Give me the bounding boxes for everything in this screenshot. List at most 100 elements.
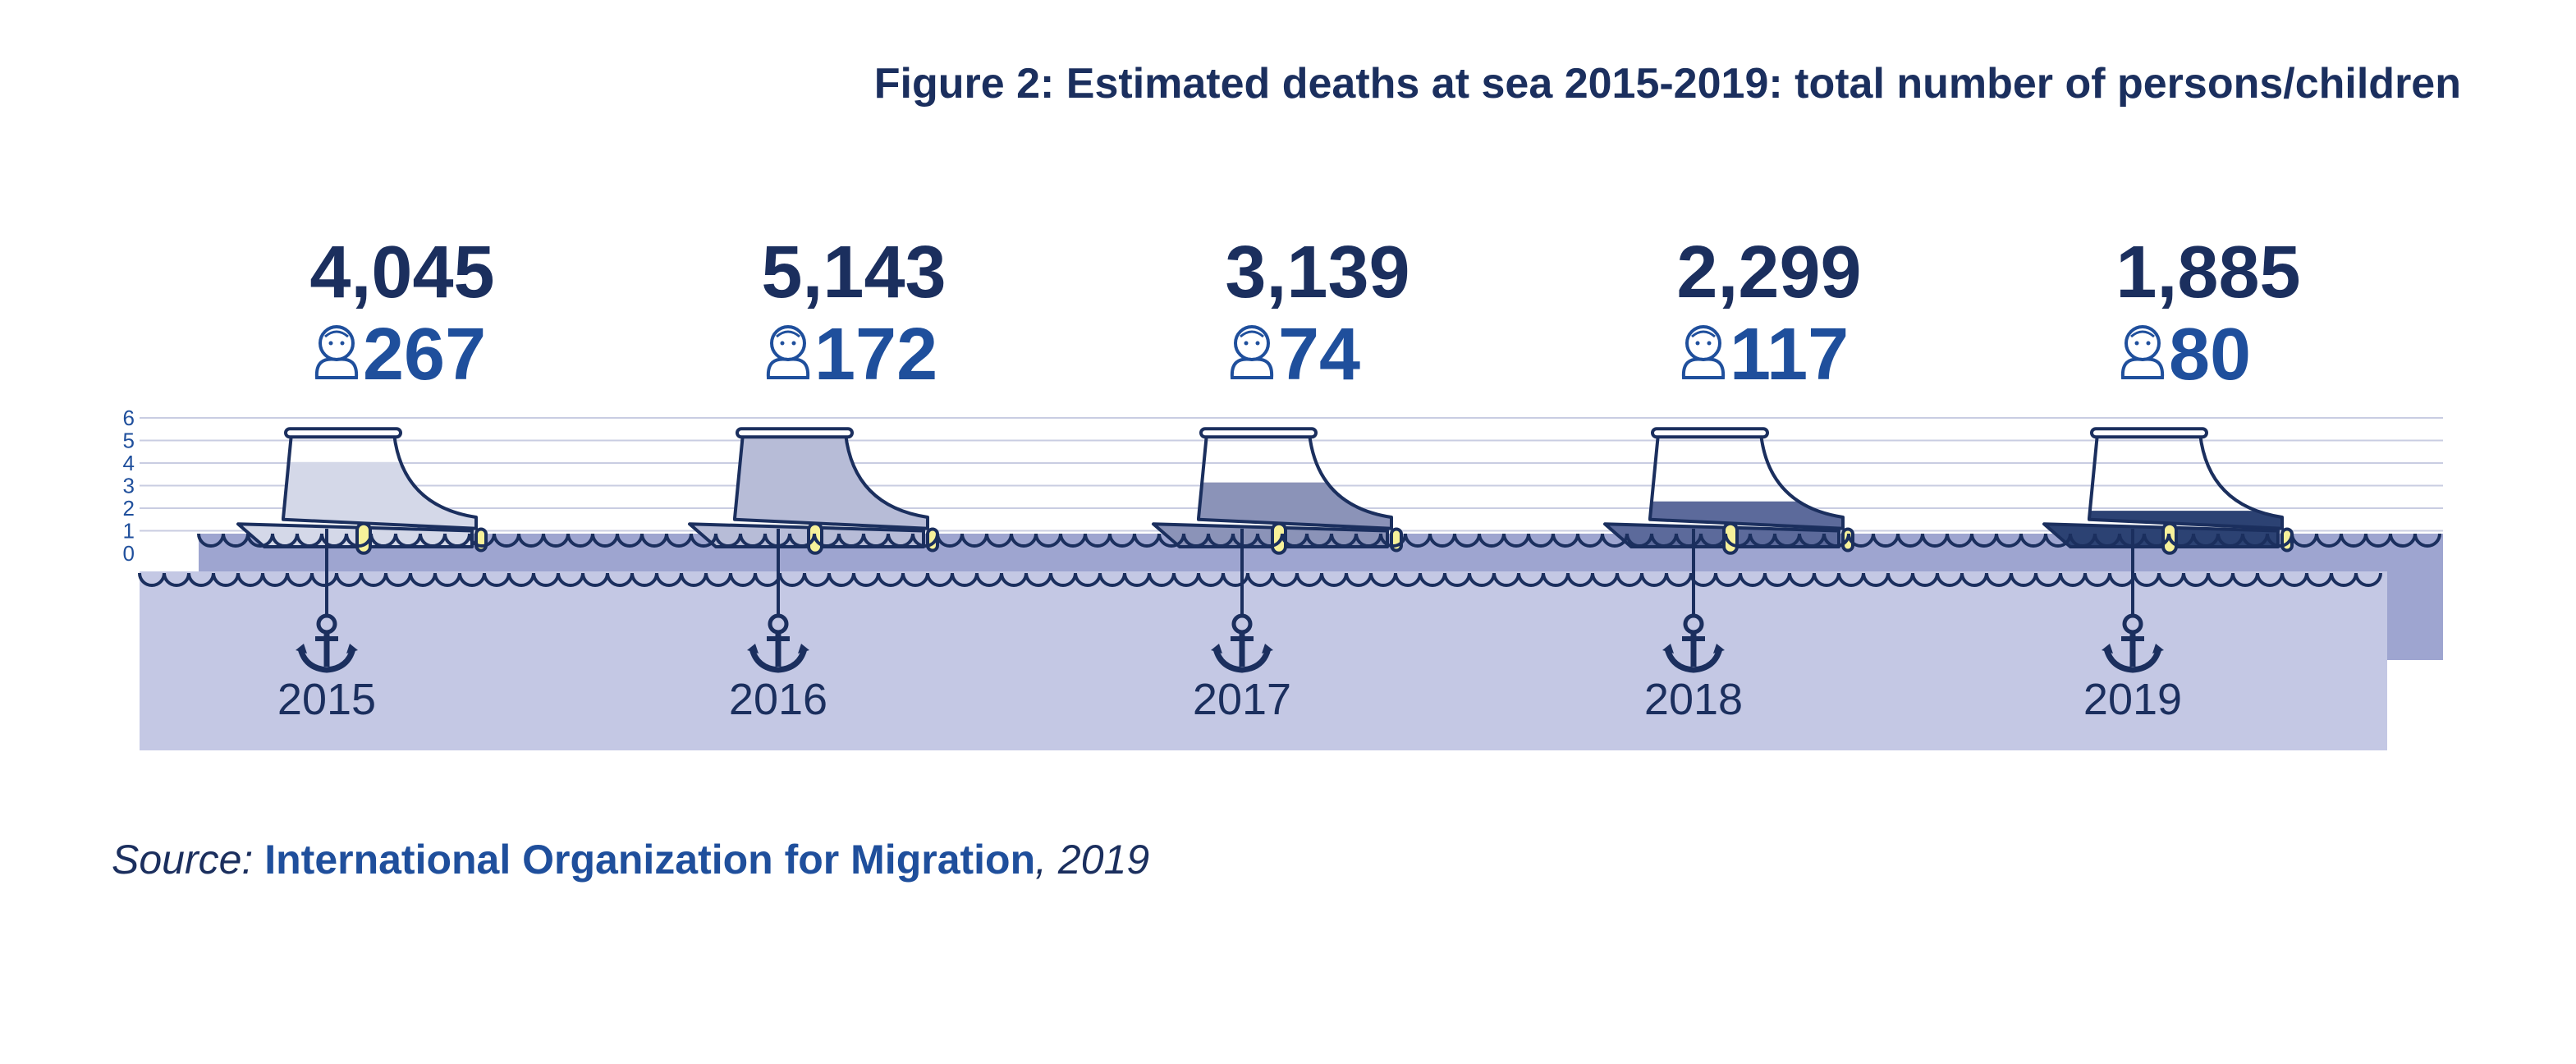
wave (788, 533, 816, 548)
wave (1098, 572, 1126, 587)
wave (433, 572, 461, 587)
wave (1084, 533, 1112, 548)
wave (2207, 572, 2235, 587)
total-deaths-label: 4,045 (309, 232, 494, 314)
wave (985, 533, 1013, 548)
wave (236, 572, 264, 587)
anchor-icon (1211, 529, 1273, 673)
wave (1419, 572, 1446, 587)
wave (1566, 572, 1594, 587)
roof (1199, 427, 1318, 439)
year-label: 2015 (277, 675, 376, 724)
wave (1872, 533, 1900, 548)
child-icon (1230, 325, 1274, 379)
wave (1034, 533, 1062, 548)
wave (409, 572, 437, 587)
wave (1798, 533, 1826, 548)
wave (1689, 572, 1717, 587)
scale-tick-label: 4 (123, 451, 135, 475)
wave (1320, 572, 1348, 587)
wave (2083, 572, 2111, 587)
wave (606, 572, 634, 587)
wave (2231, 572, 2259, 587)
wave (2069, 533, 2097, 548)
wave (616, 533, 644, 548)
wave (704, 572, 732, 587)
wave (739, 533, 767, 548)
wave (1354, 533, 1382, 548)
wave (1345, 572, 1373, 587)
wave (2241, 533, 2269, 548)
wave (212, 572, 240, 587)
wave (936, 533, 964, 548)
source-prefix: Source: (112, 837, 254, 883)
wave (483, 572, 511, 587)
wave (2290, 533, 2318, 548)
wave (532, 572, 560, 587)
wave (1601, 533, 1629, 548)
wave (763, 533, 791, 548)
wave (2010, 572, 2037, 587)
wave (493, 533, 520, 548)
wave (837, 533, 865, 548)
cabin-fill (735, 437, 928, 529)
cabin-fill (1199, 482, 1391, 529)
total-deaths-label: 2,299 (1676, 232, 1861, 314)
boat-2018 (1603, 427, 1854, 555)
wave (2059, 572, 2087, 587)
wave (640, 533, 668, 548)
wave (2143, 533, 2170, 548)
wave (1443, 572, 1471, 587)
wave (197, 533, 225, 548)
wave (1123, 572, 1151, 587)
wave (369, 533, 397, 548)
wave (1946, 533, 1973, 548)
wave (296, 533, 323, 548)
child-icon (1681, 325, 1726, 379)
wave (310, 572, 338, 587)
roof (284, 427, 402, 439)
wave (1822, 533, 1850, 548)
wave (1542, 572, 1570, 587)
wave (1650, 533, 1678, 548)
wave (1813, 572, 1840, 587)
wave (1985, 572, 2013, 587)
wave (2389, 533, 2417, 548)
wave (187, 572, 215, 587)
wave (360, 572, 387, 587)
figure-title: Figure 2: Estimated deaths at sea 2015-2… (873, 60, 2461, 108)
child-icon (314, 325, 359, 379)
wave (1625, 533, 1653, 548)
wave (1665, 572, 1693, 587)
wave (630, 572, 658, 587)
wave (2364, 533, 2392, 548)
wave (2093, 533, 2121, 548)
scale-tick-label: 3 (123, 474, 135, 498)
wave (1749, 533, 1776, 548)
wave (246, 533, 274, 548)
wave-row-front (138, 572, 2382, 587)
scale-tick-label: 5 (123, 429, 135, 453)
wave (2044, 533, 2072, 548)
wave (1074, 572, 1102, 587)
wave (581, 572, 609, 587)
wave (1763, 572, 1791, 587)
wave (1675, 533, 1703, 548)
wave (665, 533, 693, 548)
wave (1468, 572, 1496, 587)
wave (1502, 533, 1530, 548)
wave (1517, 572, 1545, 587)
wave (1591, 572, 1619, 587)
wave (1148, 572, 1176, 587)
wave (566, 533, 594, 548)
wave (1492, 572, 1520, 587)
wave (1330, 533, 1358, 548)
children-deaths-label: 117 (1730, 314, 1849, 396)
total-deaths-label: 5,143 (761, 232, 946, 314)
wave (1699, 533, 1727, 548)
wave (384, 572, 412, 587)
wave (1000, 572, 1028, 587)
scale-tick-label: 0 (123, 541, 135, 566)
wave (2108, 572, 2136, 587)
boat-2017 (1152, 427, 1403, 555)
